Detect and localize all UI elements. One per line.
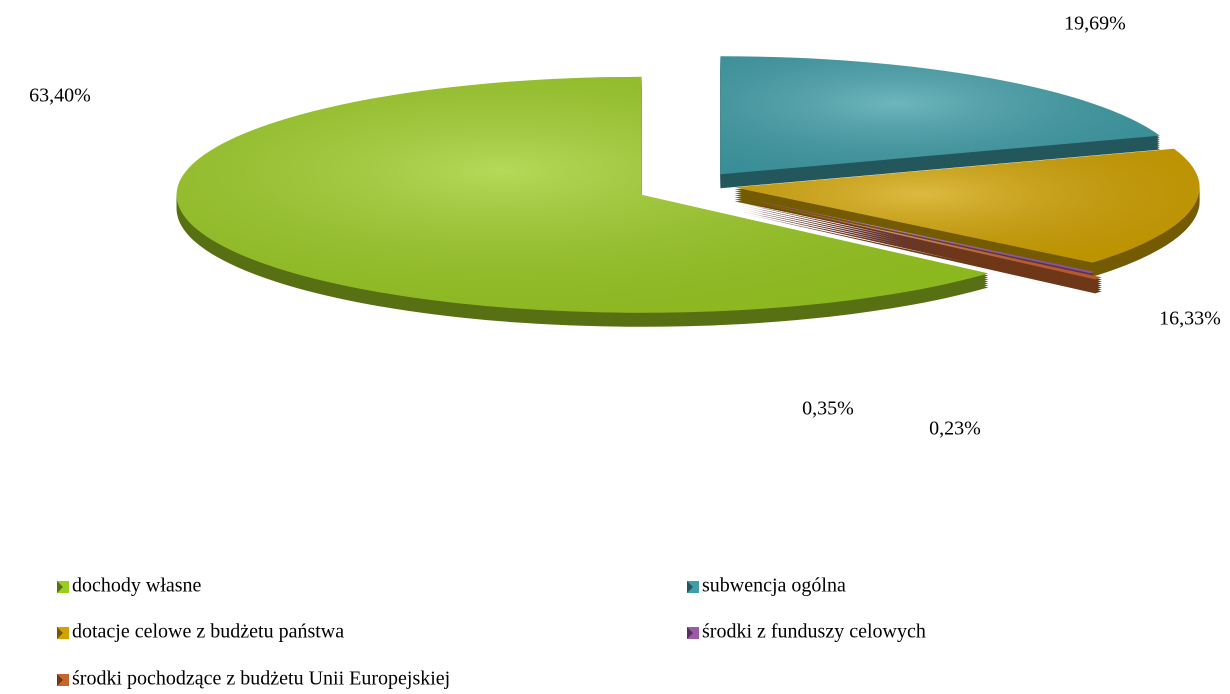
data-label: 63,40% [29, 85, 91, 107]
data-label: 0,23% [929, 418, 981, 440]
legend-label: środki z funduszy celowych [702, 621, 926, 643]
legend-label: dotacje celowe z budżetu państwa [72, 621, 344, 643]
legend-label: subwencja ogólna [702, 575, 846, 597]
legend-marker-shade [57, 674, 63, 686]
slice-side [748, 212, 1102, 292]
slice-shine [176, 76, 989, 313]
slice-side [748, 204, 1102, 284]
legend-marker-shade [687, 581, 693, 593]
slice-side [748, 214, 1102, 294]
slice-shine [736, 196, 1095, 274]
data-label: 19,69% [1064, 13, 1126, 35]
legend-label: środki pochodzące z budżetu Unii Europej… [72, 668, 450, 690]
legend-label: dochody własne [72, 575, 202, 597]
slice-shine [734, 148, 1200, 263]
slice-side [748, 206, 1102, 286]
slice-side [748, 210, 1102, 290]
slice-shine [720, 56, 1160, 175]
slice-shine [748, 200, 1102, 280]
data-label: 0,35% [802, 398, 854, 420]
legend-marker-shade [57, 627, 63, 639]
legend-marker-shade [57, 581, 63, 593]
slice-side [748, 202, 1102, 282]
legend-marker-shade [687, 627, 693, 639]
slice-side [748, 208, 1102, 288]
data-label: 16,33% [1159, 308, 1221, 330]
